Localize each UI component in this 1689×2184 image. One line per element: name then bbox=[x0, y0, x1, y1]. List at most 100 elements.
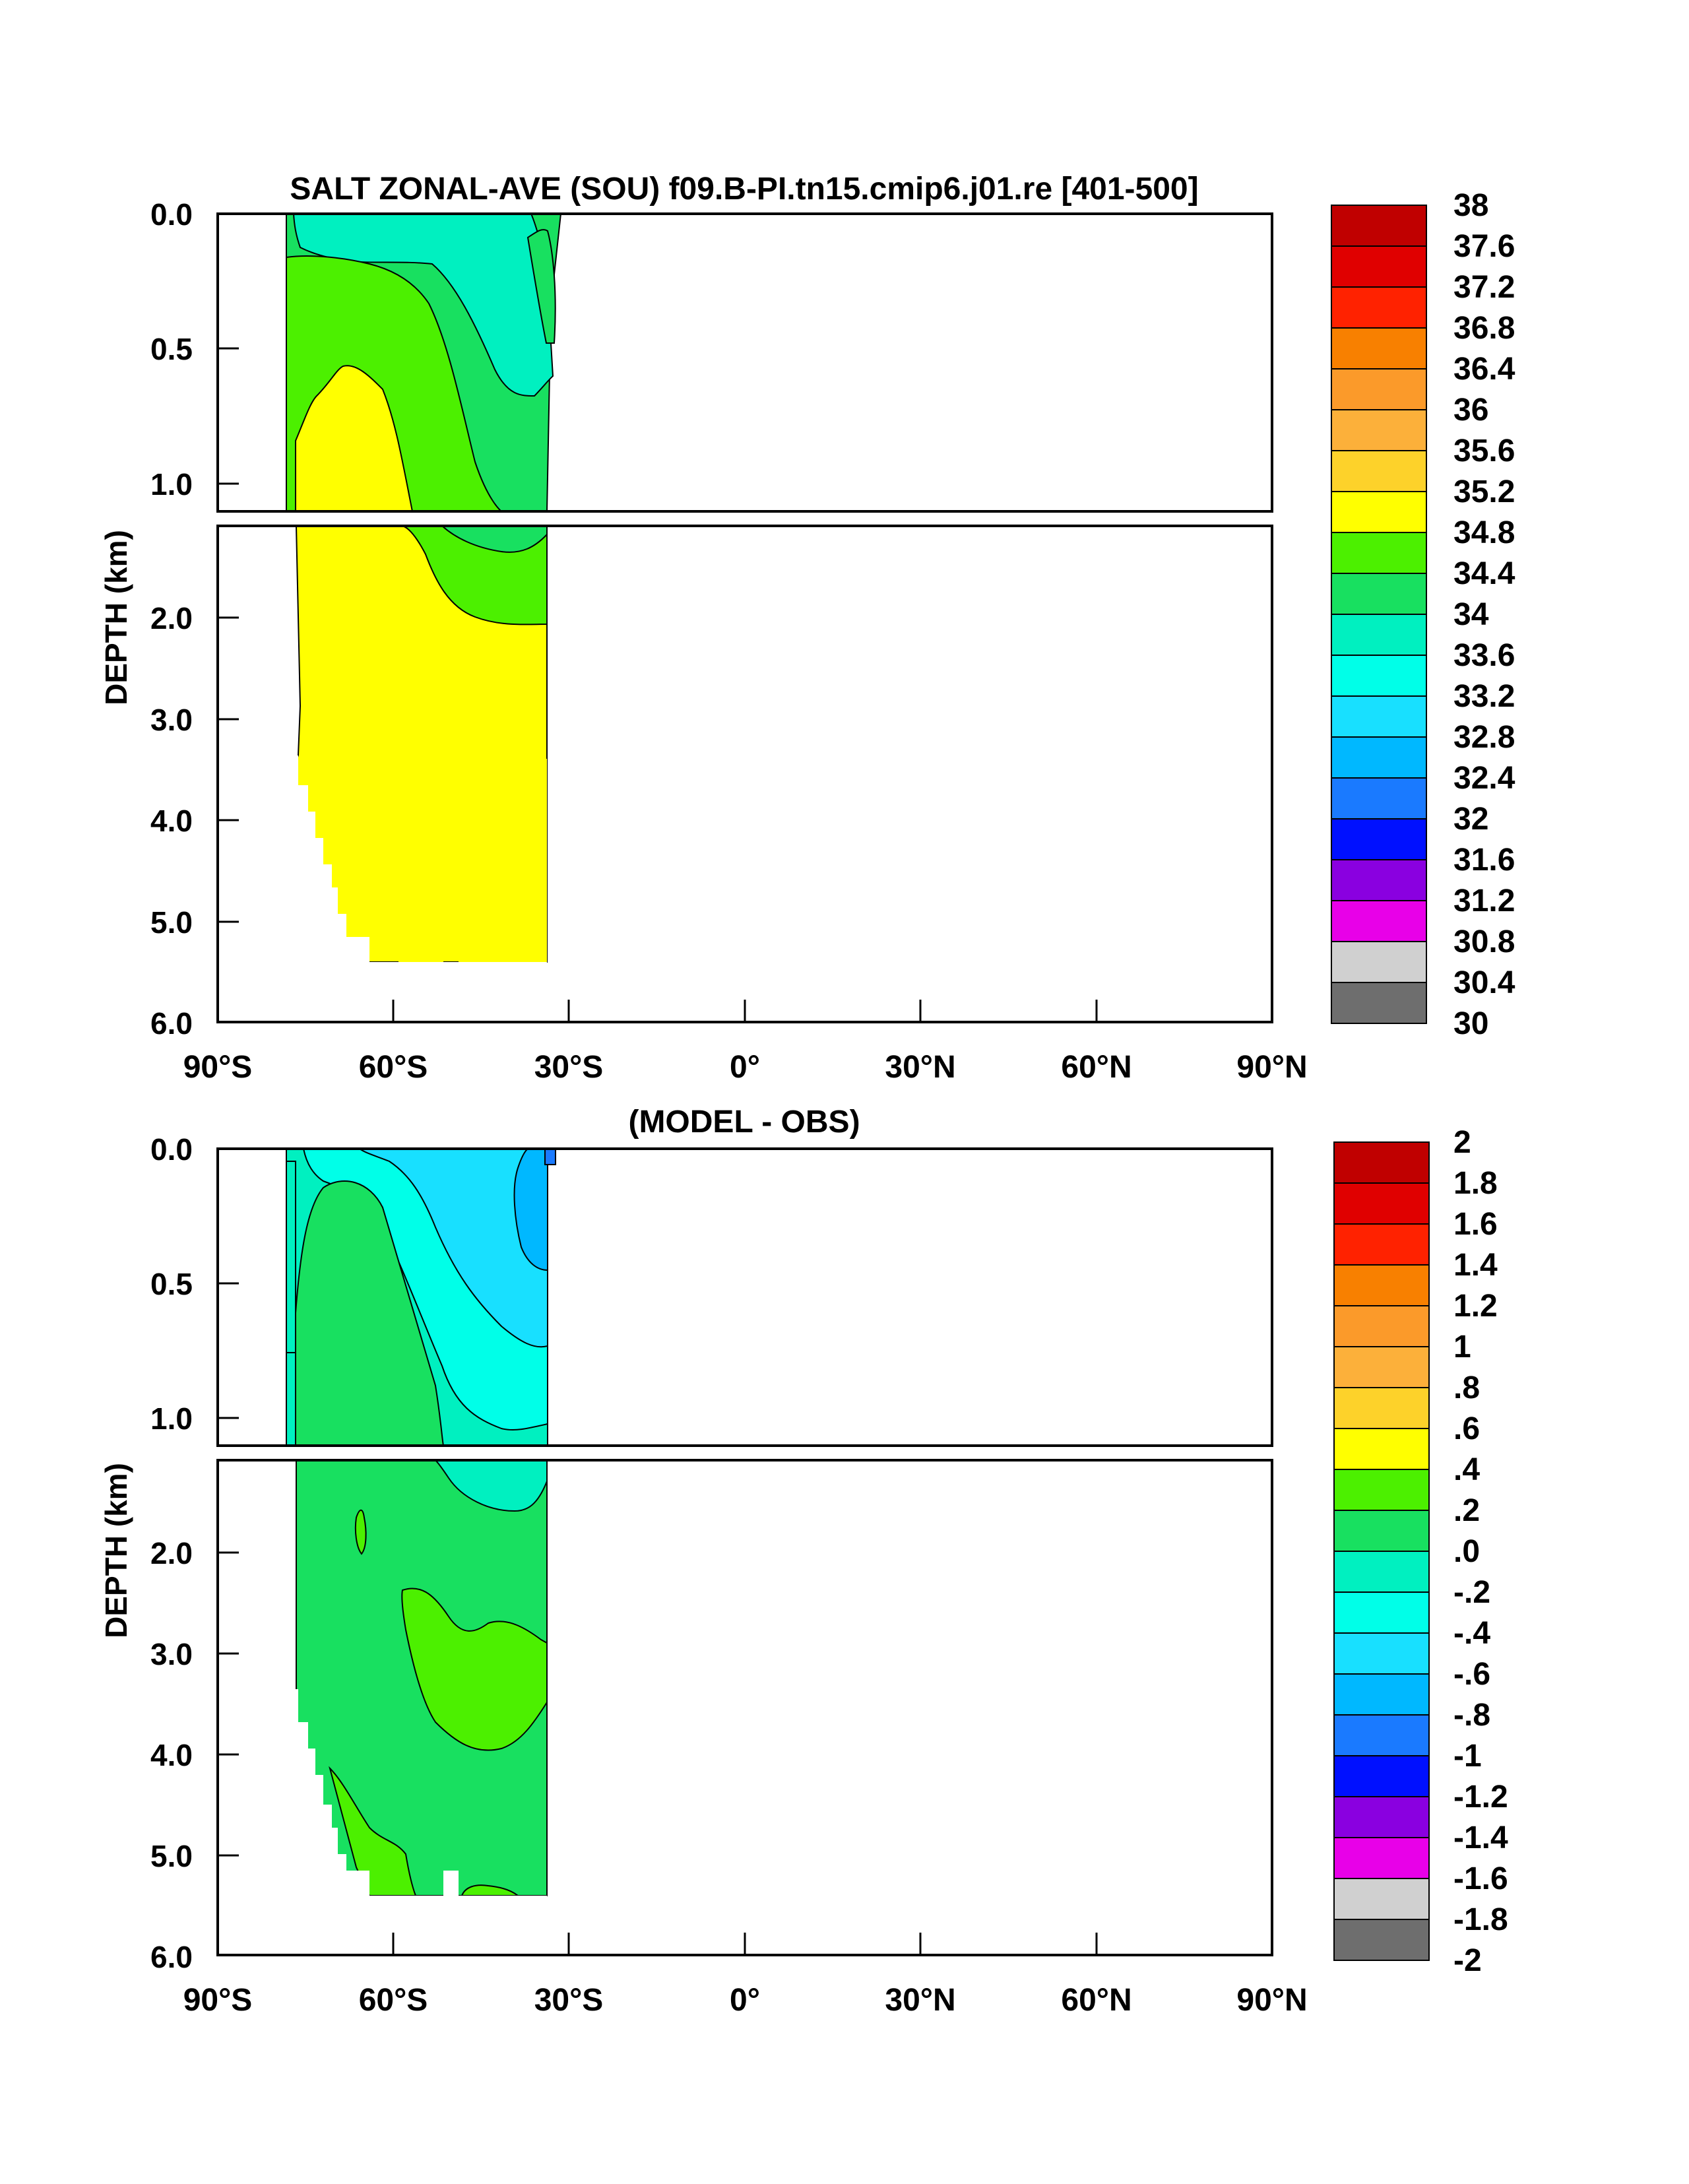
colorbar-swatch bbox=[1331, 409, 1427, 451]
field-neg0.8-neg0.6 bbox=[513, 1149, 548, 1271]
plot-frame-upper bbox=[216, 212, 1273, 513]
x-axis: 90°S 60°S 30°S 0° 30°N 60°N 90°N bbox=[183, 1933, 1308, 2018]
colorbar-swatch bbox=[1331, 573, 1427, 615]
colorbar-swatch bbox=[1331, 736, 1427, 779]
colorbar-swatch bbox=[1333, 1182, 1430, 1225]
y-tick-label: 1.0 bbox=[150, 467, 193, 501]
colorbar-label: -1.8 bbox=[1453, 1902, 1508, 1937]
colorbar-label: -.4 bbox=[1453, 1616, 1490, 1651]
colorbar-swatch bbox=[1333, 1919, 1430, 1961]
y-axis: DEPTH (km) 0.0 0.5 1.0 2.0 3.0 4.0 5.0 6… bbox=[99, 197, 239, 1041]
colorbar-swatch bbox=[1333, 1837, 1430, 1879]
panel-title: (MODEL - OBS) bbox=[628, 1105, 860, 1140]
field-neg1-neg0.8 bbox=[544, 1149, 556, 1165]
colorbar-label: -1.2 bbox=[1453, 1780, 1508, 1815]
colorbar-label: 34.8 bbox=[1453, 515, 1515, 550]
colorbar-label: 34 bbox=[1453, 597, 1489, 632]
x-tick-label: 90°S bbox=[183, 1050, 253, 1085]
colorbar-swatch bbox=[1333, 1632, 1430, 1675]
colorbar-label: 33.2 bbox=[1453, 679, 1515, 714]
colorbar-swatch bbox=[1333, 1428, 1430, 1470]
colorbar-swatch bbox=[1331, 205, 1427, 247]
colorbar-label: 31.2 bbox=[1453, 883, 1515, 918]
colorbar-swatch bbox=[1333, 1591, 1430, 1634]
y-axis-label: DEPTH (km) bbox=[99, 1463, 133, 1638]
colorbar-swatch bbox=[1333, 1264, 1430, 1306]
y-tick-label: 4.0 bbox=[150, 1738, 193, 1772]
colorbar-label: -.8 bbox=[1453, 1698, 1490, 1733]
colorbar-label: 30 bbox=[1453, 1006, 1488, 1041]
colorbar-label: 38 bbox=[1453, 188, 1488, 223]
x-axis: 90°S 60°S 30°S 0° 30°N 60°N 90°N bbox=[183, 1000, 1308, 1085]
x-tick-label: 60°N bbox=[1061, 1050, 1131, 1085]
field-0.2-0.4-b bbox=[354, 1509, 367, 1555]
colorbar-label: .4 bbox=[1453, 1452, 1480, 1487]
panel-title: SALT ZONAL-AVE (SOU) f09.B-PI.tn15.cmip6… bbox=[290, 172, 1198, 207]
colorbar-label: 35.6 bbox=[1453, 434, 1515, 468]
colorbar-label: 36 bbox=[1453, 393, 1488, 428]
colorbar-swatch bbox=[1333, 1755, 1430, 1797]
field-0.2-0.4-c bbox=[329, 1766, 417, 1896]
colorbar-label: -1 bbox=[1453, 1739, 1482, 1774]
y-tick-label: 2.0 bbox=[150, 601, 193, 635]
x-tick-label: 60°S bbox=[359, 1983, 428, 2018]
x-tick-marks bbox=[392, 1933, 1098, 1955]
colorbar-swatch bbox=[1331, 900, 1427, 942]
colorbar-swatch bbox=[1333, 1469, 1430, 1511]
colorbar-swatch bbox=[1333, 1673, 1430, 1716]
plot-frame-upper bbox=[216, 1147, 1273, 1447]
x-tick-label: 30°S bbox=[534, 1050, 604, 1085]
left-edge-strip bbox=[286, 1161, 296, 1353]
y-tick-label: 4.0 bbox=[150, 804, 193, 838]
field-34-34.4-deep bbox=[422, 526, 548, 553]
y-tick-label: 0.0 bbox=[150, 1132, 193, 1167]
colorbar-label: 35.2 bbox=[1453, 474, 1515, 509]
colorbar-swatch bbox=[1331, 695, 1427, 738]
colorbar-salinity: 38 37.6 37.2 36.8 36.4 36 35.6 35.2 34.8 34.4 34 33… bbox=[1331, 188, 1515, 1041]
y-tick-label: 5.0 bbox=[150, 905, 193, 940]
y-tick-label: 3.0 bbox=[150, 703, 193, 737]
colorbar-swatch bbox=[1333, 1551, 1430, 1593]
field-0-0.2 bbox=[295, 1180, 445, 1446]
colorbar-label: 32 bbox=[1453, 802, 1488, 837]
field-34.8-35.2 bbox=[295, 365, 414, 511]
colorbar-label: -.6 bbox=[1453, 1657, 1490, 1692]
colorbar-label: -1.4 bbox=[1453, 1820, 1508, 1855]
colorbar-label: 2 bbox=[1453, 1125, 1471, 1160]
colorbar-label: .8 bbox=[1453, 1370, 1480, 1405]
colorbar-swatch bbox=[1333, 1223, 1430, 1266]
colorbar-label: .6 bbox=[1453, 1411, 1480, 1446]
colorbar-swatch bbox=[1331, 532, 1427, 574]
field-neg0.2-0-deep bbox=[434, 1460, 548, 1512]
y-tick-label: 5.0 bbox=[150, 1839, 193, 1873]
colorbar-label: 36.4 bbox=[1453, 352, 1515, 387]
field-neg0.6-neg0.4 bbox=[358, 1149, 548, 1348]
x-tick-label: 90°N bbox=[1236, 1983, 1307, 2018]
ocean-floor-mask bbox=[218, 755, 547, 1021]
colorbar-swatch bbox=[1331, 614, 1427, 656]
colorbar-swatch bbox=[1333, 1796, 1430, 1838]
colorbar-label: 1.2 bbox=[1453, 1289, 1498, 1324]
colorbar-swatch bbox=[1331, 982, 1427, 1024]
colorbar-swatch bbox=[1333, 1346, 1430, 1388]
colorbar-label: 32.8 bbox=[1453, 720, 1515, 755]
colorbar-swatch bbox=[1333, 1714, 1430, 1756]
colorbar-swatch bbox=[1331, 450, 1427, 492]
colorbar-label: 1.4 bbox=[1453, 1248, 1498, 1283]
y-tick-label: 6.0 bbox=[150, 1940, 193, 1974]
x-tick-label: 30°S bbox=[534, 1983, 604, 2018]
colorbar-swatch bbox=[1331, 859, 1427, 901]
colorbar-label: 31.6 bbox=[1453, 843, 1515, 878]
field-34-34.4-lens bbox=[526, 229, 556, 344]
ocean-floor-mask bbox=[218, 1689, 547, 1954]
x-tick-label: 60°N bbox=[1061, 1983, 1131, 2018]
y-tick-label: 3.0 bbox=[150, 1637, 193, 1671]
colorbar-label: .0 bbox=[1453, 1534, 1480, 1569]
lower-section-fields bbox=[296, 1460, 548, 1896]
colorbar-swatch bbox=[1331, 327, 1427, 369]
colorbar-swatch bbox=[1333, 1141, 1430, 1184]
colorbar-swatch bbox=[1333, 1305, 1430, 1347]
x-tick-label: 60°S bbox=[359, 1050, 428, 1085]
x-tick-label: 0° bbox=[730, 1050, 760, 1085]
